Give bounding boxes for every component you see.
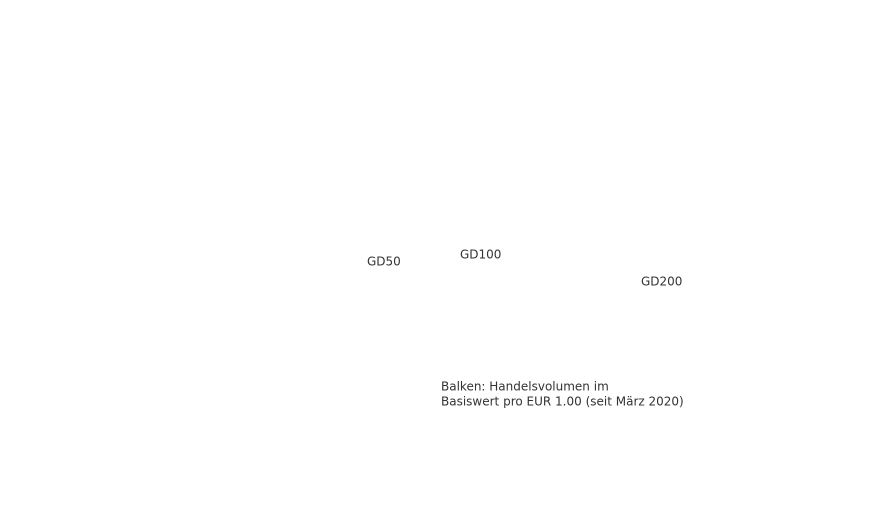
- ma-label: GD200: [641, 275, 682, 289]
- ma-label: GD100: [460, 248, 501, 262]
- ma-label: GD50: [367, 255, 401, 269]
- annotation: Basiswert pro EUR 1.00 (seit März 2020): [441, 395, 684, 409]
- annotation: Balken: Handelsvolumen im: [441, 380, 609, 394]
